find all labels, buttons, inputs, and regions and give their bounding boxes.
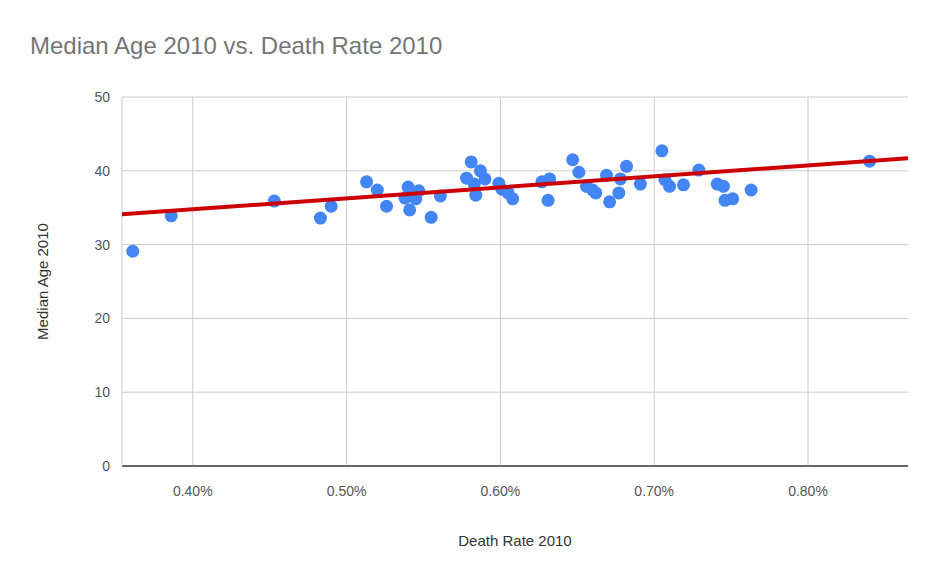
scatter-point xyxy=(360,175,373,188)
scatter-point xyxy=(620,160,633,173)
scatter-point xyxy=(126,245,139,258)
scatter-point xyxy=(479,172,492,185)
y-tick-label: 10 xyxy=(94,384,110,400)
scatter-point xyxy=(655,144,668,157)
x-tick-label: 0.50% xyxy=(327,483,367,499)
x-tick-label: 0.60% xyxy=(481,483,521,499)
y-tick-label: 40 xyxy=(94,163,110,179)
scatter-point xyxy=(663,180,676,193)
scatter-point xyxy=(572,166,585,179)
y-grid-line xyxy=(122,170,908,171)
y-grid-line xyxy=(122,392,908,393)
scatter-point xyxy=(717,180,730,193)
y-grid-line xyxy=(122,97,908,98)
scatter-point xyxy=(542,194,555,207)
plot-area xyxy=(122,144,908,257)
scatter-point xyxy=(506,192,519,205)
y-tick-label: 20 xyxy=(94,310,110,326)
y-tick-label: 50 xyxy=(94,89,110,105)
scatter-point xyxy=(403,203,416,216)
chart-svg: Median Age 2010 vs. Death Rate 2010 0 10 20… xyxy=(0,0,938,580)
trend-line xyxy=(122,158,908,214)
x-grid-line xyxy=(654,97,655,466)
y-tick-label: 0 xyxy=(102,458,110,474)
y-grid-line xyxy=(122,466,908,467)
background xyxy=(0,0,938,580)
y-axis-line xyxy=(122,97,123,466)
x-axis-line xyxy=(122,466,908,467)
scatter-point xyxy=(745,183,758,196)
scatter-point xyxy=(425,211,438,224)
scatter-point xyxy=(677,178,690,191)
scatter-point xyxy=(314,212,327,225)
y-axis-title: Median Age 2010 xyxy=(34,223,51,340)
chart-container: Median Age 2010 vs. Death Rate 2010 0 10 20… xyxy=(0,0,938,580)
x-tick-label: 0.70% xyxy=(634,483,674,499)
y-grid-line xyxy=(122,244,908,245)
scatter-point xyxy=(566,153,579,166)
scatter-point xyxy=(726,192,739,205)
x-axis-title: Death Rate 2010 xyxy=(458,532,571,549)
scatter-point xyxy=(589,186,602,199)
x-grid-line xyxy=(192,97,193,466)
x-tick-label: 0.40% xyxy=(173,483,213,499)
x-grid-line xyxy=(500,97,501,466)
scatter-point xyxy=(380,200,393,213)
x-grid-line xyxy=(346,97,347,466)
y-grid-line xyxy=(122,318,908,319)
scatter-point xyxy=(612,186,625,199)
x-tick-label: 0.80% xyxy=(788,483,828,499)
x-grid-line xyxy=(808,97,809,466)
title: Median Age 2010 vs. Death Rate 2010 xyxy=(30,32,442,59)
y-tick-label: 30 xyxy=(94,237,110,253)
